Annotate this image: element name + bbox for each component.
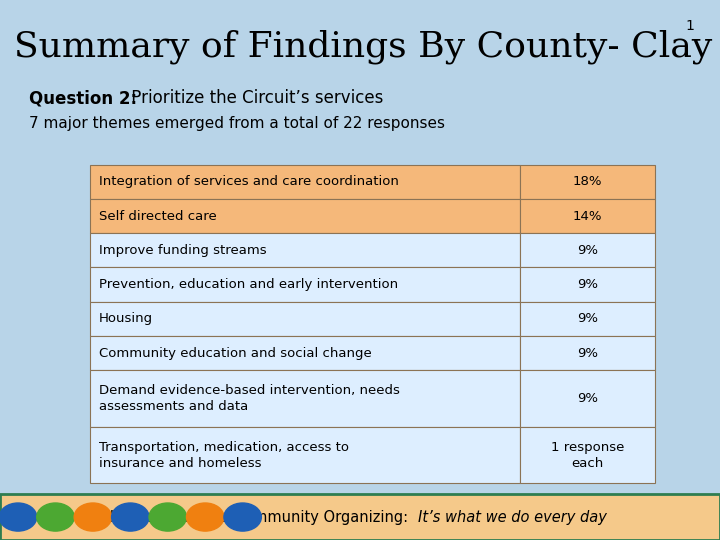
Bar [520, 302, 655, 336]
Circle shape [186, 503, 224, 531]
Bar [520, 199, 655, 233]
Text: 1 response
each: 1 response each [551, 441, 624, 470]
Text: Prioritize the Circuit’s services: Prioritize the Circuit’s services [126, 89, 383, 107]
Circle shape [149, 503, 186, 531]
Text: Community education and social change: Community education and social change [99, 347, 372, 360]
Text: 9%: 9% [577, 347, 598, 360]
Text: Demand evidence-based intervention, needs
assessments and data: Demand evidence-based intervention, need… [99, 384, 400, 413]
Text: 9%: 9% [577, 278, 598, 291]
Bar [90, 370, 520, 427]
Text: Summary of Findings By County- Clay: Summary of Findings By County- Clay [14, 30, 713, 64]
Text: 9%: 9% [577, 244, 598, 257]
Text: Integration of services and care coordination: Integration of services and care coordin… [99, 176, 398, 188]
Text: Prevention, education and early intervention: Prevention, education and early interven… [99, 278, 397, 291]
Text: Improve funding streams: Improve funding streams [99, 244, 266, 257]
Bar [520, 233, 655, 267]
Bar [90, 267, 520, 302]
Bar [90, 302, 520, 336]
Text: 7 major themes emerged from a total of 22 responses: 7 major themes emerged from a total of 2… [29, 116, 445, 131]
Circle shape [37, 503, 74, 531]
Bar [520, 165, 655, 199]
Bar [90, 199, 520, 233]
Circle shape [112, 503, 149, 531]
Bar [520, 336, 655, 370]
Text: 9%: 9% [577, 312, 598, 326]
Text: Question 2:: Question 2: [29, 89, 137, 107]
Bar [0, 494, 720, 540]
Text: 14%: 14% [572, 210, 602, 222]
Bar [90, 336, 520, 370]
Text: It’s what we do every day: It’s what we do every day [418, 510, 606, 524]
Bar [520, 370, 655, 427]
Text: 9%: 9% [577, 392, 598, 405]
Bar [90, 165, 520, 199]
Text: Housing: Housing [99, 312, 153, 326]
Text: Self directed care: Self directed care [99, 210, 217, 222]
Circle shape [224, 503, 261, 531]
Text: Health Planning and Community Organizing:: Health Planning and Community Organizing… [81, 510, 418, 524]
Bar [90, 233, 520, 267]
Text: 1: 1 [686, 19, 695, 33]
Bar [90, 427, 520, 483]
Circle shape [74, 503, 112, 531]
Bar [520, 427, 655, 483]
Text: Transportation, medication, access to
insurance and homeless: Transportation, medication, access to in… [99, 441, 348, 470]
Text: 18%: 18% [572, 176, 602, 188]
Bar [520, 267, 655, 302]
Circle shape [0, 503, 37, 531]
